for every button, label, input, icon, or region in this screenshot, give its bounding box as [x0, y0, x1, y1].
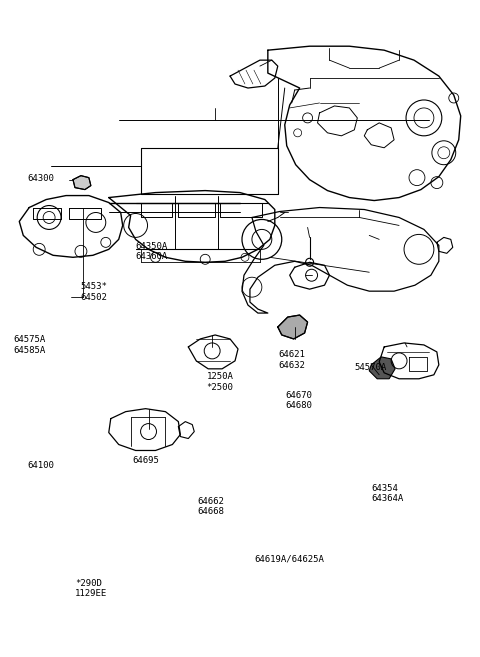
Text: 64619A/64625A: 64619A/64625A: [254, 555, 324, 563]
Text: 64662
64668: 64662 64668: [197, 497, 224, 516]
Text: 5453*
64502: 5453* 64502: [80, 282, 107, 302]
Text: 64354
64364A: 64354 64364A: [371, 484, 404, 503]
Text: 64350A
64360A: 64350A 64360A: [135, 242, 167, 261]
Polygon shape: [369, 357, 395, 379]
Text: 54570A: 54570A: [355, 363, 387, 373]
Text: 1250A
*2500: 1250A *2500: [206, 373, 233, 392]
Text: 64621
64632: 64621 64632: [278, 350, 305, 370]
Polygon shape: [278, 315, 308, 339]
Text: 64300: 64300: [28, 173, 55, 183]
Polygon shape: [73, 175, 91, 190]
Text: 64100: 64100: [28, 461, 55, 470]
Text: 64575A
64585A: 64575A 64585A: [13, 335, 46, 355]
Text: 64695: 64695: [132, 456, 159, 465]
Text: *290D
1129EE: *290D 1129EE: [75, 579, 108, 598]
Text: 64670
64680: 64670 64680: [285, 391, 312, 410]
